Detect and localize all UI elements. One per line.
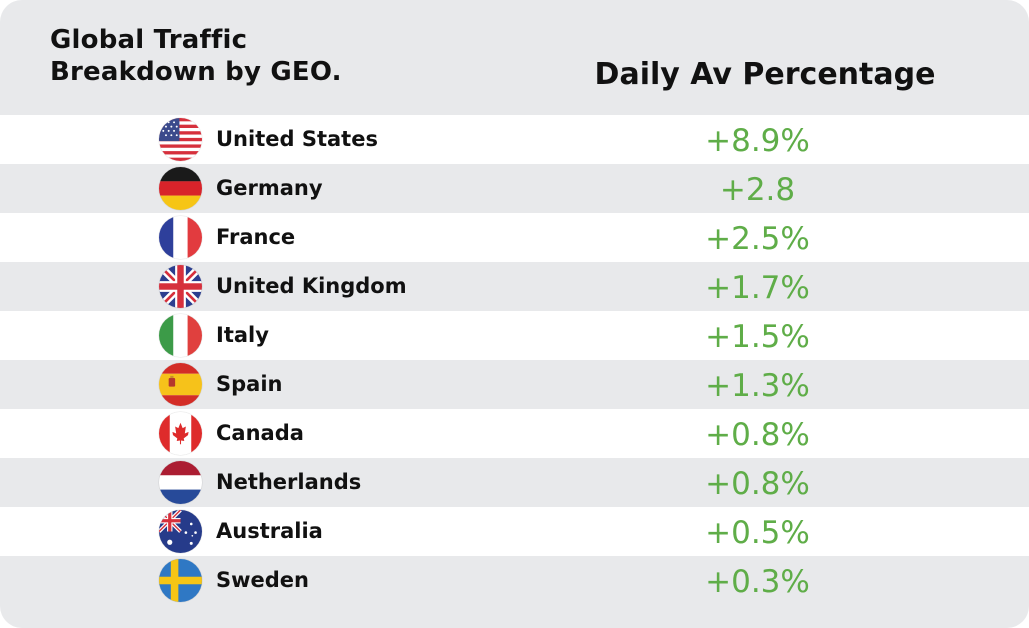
france-flag-icon bbox=[159, 216, 202, 259]
table-body: United States +8.9% Germany +2.8 bbox=[0, 115, 1029, 605]
country-name: Sweden bbox=[216, 568, 309, 592]
germany-flag-icon bbox=[159, 167, 202, 210]
australia-flag-icon bbox=[159, 510, 202, 553]
column-header: Daily Av Percentage bbox=[594, 57, 936, 92]
country-name: Netherlands bbox=[216, 470, 362, 494]
table-row: Spain +1.3% bbox=[0, 360, 1029, 409]
table-row: Canada +0.8% bbox=[0, 409, 1029, 458]
percentage-value: +2.5% bbox=[705, 221, 810, 257]
table-row: Italy +1.5% bbox=[0, 311, 1029, 360]
us-flag-icon bbox=[159, 118, 202, 161]
country-name: United States bbox=[216, 127, 378, 151]
uk-flag-icon bbox=[159, 265, 202, 308]
table-title: Global Traffic Breakdown by GEO. bbox=[50, 25, 342, 87]
table-row: United Kingdom +1.7% bbox=[0, 262, 1029, 311]
percentage-value: +8.9% bbox=[705, 123, 810, 159]
percentage-value: +0.8% bbox=[705, 466, 810, 502]
country-name: France bbox=[216, 225, 296, 249]
netherlands-flag-icon bbox=[159, 461, 202, 504]
country-name: Canada bbox=[216, 421, 304, 445]
canada-flag-icon bbox=[159, 412, 202, 455]
table-row: United States +8.9% bbox=[0, 115, 1029, 164]
percentage-value: +0.8% bbox=[705, 417, 810, 453]
country-name: Germany bbox=[216, 176, 323, 200]
country-name: Australia bbox=[216, 519, 323, 543]
percentage-value: +0.3% bbox=[705, 564, 810, 600]
spain-flag-icon bbox=[159, 363, 202, 406]
table-row: Germany +2.8 bbox=[0, 164, 1029, 213]
country-name: United Kingdom bbox=[216, 274, 407, 298]
percentage-value: +0.5% bbox=[705, 515, 810, 551]
percentage-value: +1.7% bbox=[705, 270, 810, 306]
country-name: Spain bbox=[216, 372, 283, 396]
table-row: France +2.5% bbox=[0, 213, 1029, 262]
table-row: Sweden +0.3% bbox=[0, 556, 1029, 605]
percentage-value: +1.5% bbox=[705, 319, 810, 355]
percentage-value: +1.3% bbox=[705, 368, 810, 404]
sweden-flag-icon bbox=[159, 559, 202, 602]
table-row: Australia +0.5% bbox=[0, 507, 1029, 556]
italy-flag-icon bbox=[159, 314, 202, 357]
percentage-value: +2.8 bbox=[719, 172, 796, 208]
country-name: Italy bbox=[216, 323, 269, 347]
table-row: Netherlands +0.8% bbox=[0, 458, 1029, 507]
